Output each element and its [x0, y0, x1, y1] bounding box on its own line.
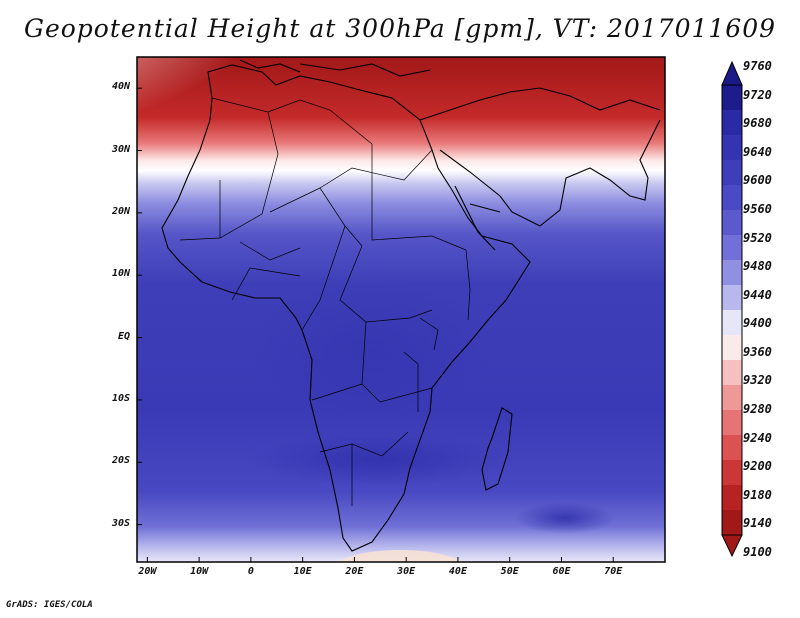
map-title: Geopotential Height at 300hPa [gpm], VT:…	[23, 14, 777, 43]
y-tick-label: 10S	[111, 392, 130, 404]
colorbar-label: 9200	[743, 459, 772, 474]
colorbar	[721, 60, 743, 558]
colorbar-bottom-arrow	[721, 534, 743, 558]
colorbar-cell	[722, 485, 742, 511]
coastlines	[161, 59, 661, 552]
colorbar-cell	[722, 285, 742, 311]
colorbar-cell	[722, 335, 742, 361]
y-tick-marks	[137, 87, 142, 526]
x-tick-label: 10W	[190, 566, 209, 577]
x-tick-label: 70E	[604, 566, 623, 577]
colorbar-cell	[722, 460, 742, 486]
colorbar-cell	[722, 510, 742, 536]
colorbar-cell	[722, 385, 742, 411]
colorbar-cell	[722, 210, 742, 236]
x-tick-label: 20W	[138, 566, 157, 577]
height-field	[137, 57, 665, 562]
colorbar-label: 9180	[743, 487, 772, 502]
x-tick-label: 30E	[397, 566, 416, 577]
x-tick-label: 20E	[345, 566, 364, 577]
x-tick-label: 0	[247, 566, 254, 577]
x-tick-label: 50E	[500, 566, 519, 577]
colorbar-cell	[722, 110, 742, 136]
colorbar-label: 9400	[743, 316, 772, 331]
colorbar-label: 9440	[743, 287, 772, 302]
colorbar-label: 9360	[743, 344, 772, 359]
y-tick-label: EQ	[117, 330, 130, 342]
colorbar-label: 9680	[743, 116, 772, 131]
colorbar-label: 9760	[743, 59, 772, 73]
plot-frame	[136, 56, 666, 563]
colorbar-cell	[722, 185, 742, 211]
colorbar-label: 9560	[743, 201, 772, 216]
colorbar-label: 9600	[743, 173, 772, 188]
colorbar-label: 9140	[743, 516, 772, 531]
x-tick-label: 40E	[448, 566, 467, 577]
y-tick-label: 10N	[111, 268, 130, 280]
colorbar-top-arrow	[721, 60, 743, 86]
y-tick-label: 30S	[111, 517, 130, 529]
colorbar-label: 9100	[743, 545, 772, 559]
colorbar-cell	[722, 135, 742, 161]
colorbar-cell	[722, 360, 742, 386]
colorbar-cell	[722, 410, 742, 436]
colorbar-cell	[722, 310, 742, 336]
y-tick-label: 40N	[111, 81, 130, 93]
colorbar-label: 9480	[743, 259, 772, 274]
colorbar-cell	[722, 260, 742, 286]
colorbar-label: 9720	[743, 87, 772, 102]
colorbar-label: 9320	[743, 373, 772, 388]
colorbar-label: 9280	[743, 402, 772, 417]
borders	[179, 97, 471, 506]
colorbar-cell	[722, 435, 742, 461]
colorbar-label: 9240	[743, 430, 772, 445]
colorbar-cell	[722, 235, 742, 261]
colorbar-cell	[722, 85, 742, 111]
colorbar-label: 9520	[743, 230, 772, 245]
y-tick-label: 30N	[111, 143, 130, 155]
colorbar-cell	[722, 160, 742, 186]
x-tick-marks	[146, 557, 614, 562]
x-tick-label: 10E	[293, 566, 312, 577]
x-tick-label: 60E	[552, 566, 571, 577]
y-tick-label: 20N	[111, 205, 130, 217]
y-tick-label: 20S	[111, 455, 130, 467]
credit-text: GrADS: IGES/COLA	[6, 600, 93, 610]
colorbar-label: 9640	[743, 144, 772, 159]
